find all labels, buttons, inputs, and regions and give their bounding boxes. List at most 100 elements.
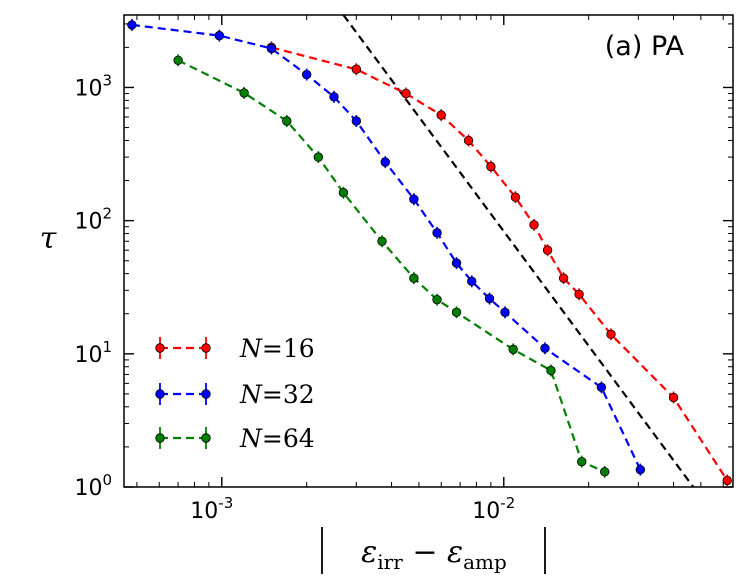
data-point (467, 276, 477, 287)
plot-frame (123, 14, 734, 488)
y-tick-base: 10 (74, 210, 102, 235)
data-point (606, 329, 616, 340)
minor-ticks (124, 15, 733, 487)
y-tick-label: 101 (74, 338, 112, 368)
legend-eq: = (262, 380, 283, 409)
legend-var: N (239, 334, 263, 363)
y-tick-exp: 3 (102, 71, 112, 89)
data-point (510, 192, 521, 202)
legend-marker (201, 343, 211, 353)
legend-eq: = (262, 334, 283, 363)
data-point (338, 188, 349, 198)
data-point (596, 382, 607, 393)
data-point (380, 157, 390, 167)
legend-marker (155, 433, 165, 443)
legend-num: 16 (283, 334, 315, 363)
data-point (432, 294, 442, 305)
legend-entry-16: N=16 (155, 334, 315, 363)
data-point (214, 30, 225, 41)
data-point (282, 116, 292, 126)
legend-label: N=16 (239, 334, 315, 363)
y-tick-exp: 2 (102, 205, 112, 223)
data-point (508, 344, 518, 355)
data-point (173, 55, 183, 65)
data-point (486, 161, 496, 172)
data-point (313, 152, 324, 162)
data-point (377, 236, 387, 246)
series-line-16 (271, 46, 729, 481)
y-tick-label: 103 (74, 71, 112, 101)
legend-var: N (239, 380, 263, 409)
data-point (266, 43, 277, 54)
y-tick-base: 10 (74, 343, 102, 368)
y-tick-base: 10 (74, 476, 102, 501)
series-layer (127, 18, 732, 487)
data-point (484, 293, 495, 304)
data-point (436, 110, 446, 120)
data-point (668, 392, 679, 403)
legend-num: 32 (283, 380, 315, 409)
y-tick-label: 100 (74, 471, 112, 501)
x-label-eps1: ε (361, 535, 377, 570)
data-point (577, 456, 587, 467)
data-point (432, 228, 442, 238)
x-label-amp: amp (463, 550, 507, 574)
data-point (529, 220, 539, 230)
x-label-eps2: ε (447, 535, 463, 570)
x-axis-label-text: εirr − εamp (361, 535, 507, 574)
data-point (600, 467, 610, 477)
data-point (574, 289, 584, 299)
legend-marker (201, 433, 211, 443)
plot-area (127, 15, 732, 487)
x-tick-labels: 10-3 10-2 (190, 494, 515, 524)
series-line-32 (131, 23, 642, 471)
y-axis-label: τ (40, 221, 57, 256)
x-label-irr: irr (377, 550, 403, 574)
legend-marker (155, 389, 165, 399)
data-point (127, 20, 137, 30)
data-point (301, 69, 312, 80)
panel-label: (a) PA (605, 31, 685, 62)
data-point (451, 258, 462, 268)
data-point (463, 135, 474, 146)
x-tick-exp: -2 (500, 494, 515, 512)
x-tick-exp: -3 (218, 494, 233, 512)
x-tick-base: 10 (472, 499, 500, 524)
data-point (329, 92, 339, 102)
data-point (540, 343, 550, 354)
series-line-64 (177, 59, 606, 473)
legend: N=16N=32N=64 (155, 334, 315, 453)
y-tick-label: 102 (74, 205, 112, 235)
data-point (558, 273, 569, 283)
x-tick-base: 10 (190, 499, 218, 524)
legend-marker (201, 389, 211, 399)
series-32 (127, 18, 646, 476)
legend-label: N=64 (239, 424, 315, 453)
legend-marker (155, 343, 165, 353)
x-tick-label: 10-2 (472, 494, 515, 524)
legend-entry-32: N=32 (155, 380, 315, 409)
x-tick-label: 10-3 (190, 494, 233, 524)
reference-power-law-line (342, 15, 695, 487)
data-point (451, 307, 462, 318)
y-tick-exp: 0 (102, 471, 112, 489)
x-label-minus: − (403, 535, 447, 570)
data-point (635, 464, 646, 475)
data-point (351, 116, 362, 126)
data-point (722, 475, 732, 486)
legend-var: N (239, 424, 263, 453)
data-point (546, 365, 556, 376)
data-point (401, 88, 411, 99)
legend-entry-64: N=64 (155, 424, 315, 453)
y-tick-base: 10 (74, 76, 102, 101)
data-point (500, 307, 510, 318)
major-ticks (124, 15, 733, 488)
data-point (351, 64, 362, 74)
x-axis-label: εirr − εamp (321, 527, 546, 574)
legend-eq: = (262, 424, 283, 453)
data-point (542, 245, 553, 255)
legend-num: 64 (283, 424, 315, 453)
data-point (409, 273, 419, 283)
